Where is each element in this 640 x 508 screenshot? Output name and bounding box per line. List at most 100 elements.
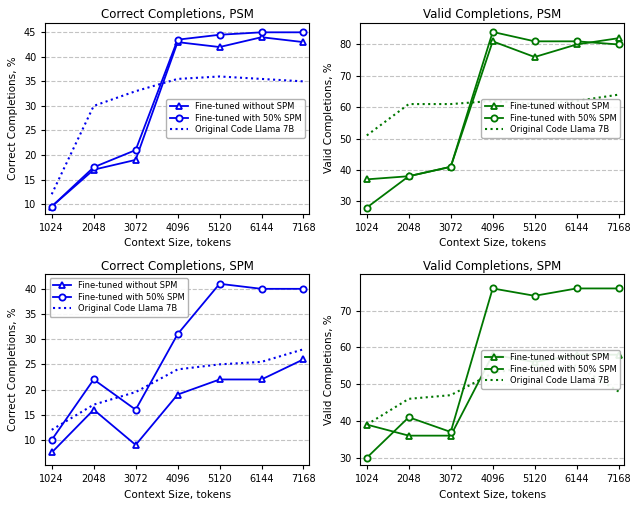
Legend: Fine-tuned without SPM, Fine-tuned with 50% SPM, Original Code Llama 7B: Fine-tuned without SPM, Fine-tuned with … [481,99,620,138]
Fine-tuned without SPM [363,422,371,428]
Fine-tuned without SPM [48,450,56,456]
Original Code Llama 7B [615,91,623,98]
Fine-tuned with 50% SPM [405,173,413,179]
Line: Fine-tuned with 50% SPM: Fine-tuned with 50% SPM [49,29,307,210]
Fine-tuned without SPM [132,157,140,163]
Y-axis label: Correct Completions, %: Correct Completions, % [8,56,19,180]
Fine-tuned without SPM [132,442,140,448]
Fine-tuned with 50% SPM [531,38,538,44]
Original Code Llama 7B [489,98,497,104]
Line: Fine-tuned with 50% SPM: Fine-tuned with 50% SPM [364,29,621,211]
Line: Fine-tuned without SPM: Fine-tuned without SPM [49,35,307,209]
Title: Correct Completions, PSM: Correct Completions, PSM [100,8,253,21]
Title: Valid Completions, PSM: Valid Completions, PSM [423,8,561,21]
Original Code Llama 7B [300,78,307,84]
Legend: Fine-tuned without SPM, Fine-tuned with 50% SPM, Original Code Llama 7B: Fine-tuned without SPM, Fine-tuned with … [481,350,620,389]
Fine-tuned without SPM [363,176,371,182]
Fine-tuned without SPM [489,352,497,358]
Line: Original Code Llama 7B: Original Code Llama 7B [367,366,619,425]
Original Code Llama 7B [489,370,497,376]
Fine-tuned with 50% SPM [174,37,182,43]
Y-axis label: Valid Completions, %: Valid Completions, % [324,63,333,174]
Line: Fine-tuned without SPM: Fine-tuned without SPM [364,352,621,438]
Fine-tuned with 50% SPM [90,376,97,383]
Fine-tuned with 50% SPM [489,29,497,35]
Fine-tuned without SPM [258,34,266,40]
Fine-tuned without SPM [447,164,454,170]
Original Code Llama 7B [531,363,538,369]
Original Code Llama 7B [363,133,371,139]
Original Code Llama 7B [447,101,454,107]
Fine-tuned without SPM [90,406,97,412]
Original Code Llama 7B [132,389,140,395]
Original Code Llama 7B [573,363,580,369]
Fine-tuned with 50% SPM [48,437,56,443]
Legend: Fine-tuned without SPM, Fine-tuned with 50% SPM, Original Code Llama 7B: Fine-tuned without SPM, Fine-tuned with … [166,99,305,138]
Y-axis label: Valid Completions, %: Valid Completions, % [324,314,333,425]
Original Code Llama 7B [531,101,538,107]
Fine-tuned without SPM [573,42,580,48]
Fine-tuned without SPM [405,173,413,179]
Fine-tuned with 50% SPM [258,286,266,292]
Original Code Llama 7B [300,346,307,353]
X-axis label: Context Size, tokens: Context Size, tokens [124,238,231,248]
Fine-tuned with 50% SPM [615,42,623,48]
Original Code Llama 7B [174,366,182,372]
Legend: Fine-tuned without SPM, Fine-tuned with 50% SPM, Original Code Llama 7B: Fine-tuned without SPM, Fine-tuned with … [49,278,188,316]
Fine-tuned without SPM [531,54,538,60]
Fine-tuned without SPM [300,39,307,45]
Fine-tuned without SPM [174,39,182,45]
Fine-tuned with 50% SPM [300,286,307,292]
Original Code Llama 7B [447,392,454,398]
Fine-tuned with 50% SPM [174,331,182,337]
Line: Original Code Llama 7B: Original Code Llama 7B [367,94,619,136]
Fine-tuned with 50% SPM [405,414,413,420]
Original Code Llama 7B [216,361,223,367]
Fine-tuned with 50% SPM [300,29,307,36]
Fine-tuned without SPM [174,392,182,398]
Fine-tuned with 50% SPM [132,406,140,412]
Title: Correct Completions, SPM: Correct Completions, SPM [100,260,253,273]
Fine-tuned with 50% SPM [48,203,56,209]
Fine-tuned without SPM [447,433,454,439]
X-axis label: Context Size, tokens: Context Size, tokens [124,490,231,500]
X-axis label: Context Size, tokens: Context Size, tokens [438,238,546,248]
Fine-tuned with 50% SPM [132,147,140,153]
Fine-tuned without SPM [405,433,413,439]
Fine-tuned with 50% SPM [573,38,580,44]
Line: Fine-tuned with 50% SPM: Fine-tuned with 50% SPM [364,285,621,461]
Fine-tuned with 50% SPM [489,285,497,292]
Fine-tuned without SPM [258,376,266,383]
Original Code Llama 7B [405,396,413,402]
Fine-tuned with 50% SPM [216,281,223,287]
Fine-tuned with 50% SPM [615,285,623,292]
Original Code Llama 7B [132,88,140,94]
Fine-tuned with 50% SPM [447,429,454,435]
Fine-tuned with 50% SPM [90,164,97,170]
Line: Fine-tuned with 50% SPM: Fine-tuned with 50% SPM [49,280,307,443]
Fine-tuned without SPM [300,356,307,362]
Original Code Llama 7B [90,402,97,408]
Fine-tuned with 50% SPM [258,29,266,36]
Original Code Llama 7B [615,389,623,395]
Fine-tuned with 50% SPM [363,205,371,211]
Original Code Llama 7B [258,359,266,365]
Fine-tuned without SPM [573,352,580,358]
Fine-tuned without SPM [48,203,56,209]
Fine-tuned with 50% SPM [573,285,580,292]
Y-axis label: Correct Completions, %: Correct Completions, % [8,307,19,431]
Fine-tuned without SPM [90,167,97,173]
Original Code Llama 7B [90,103,97,109]
X-axis label: Context Size, tokens: Context Size, tokens [438,490,546,500]
Fine-tuned without SPM [216,44,223,50]
Line: Fine-tuned without SPM: Fine-tuned without SPM [364,36,621,182]
Fine-tuned without SPM [531,359,538,365]
Fine-tuned without SPM [489,38,497,44]
Original Code Llama 7B [174,76,182,82]
Original Code Llama 7B [48,191,56,197]
Fine-tuned with 50% SPM [216,31,223,38]
Original Code Llama 7B [216,74,223,80]
Title: Valid Completions, SPM: Valid Completions, SPM [423,260,561,273]
Line: Original Code Llama 7B: Original Code Llama 7B [52,350,303,430]
Fine-tuned with 50% SPM [447,164,454,170]
